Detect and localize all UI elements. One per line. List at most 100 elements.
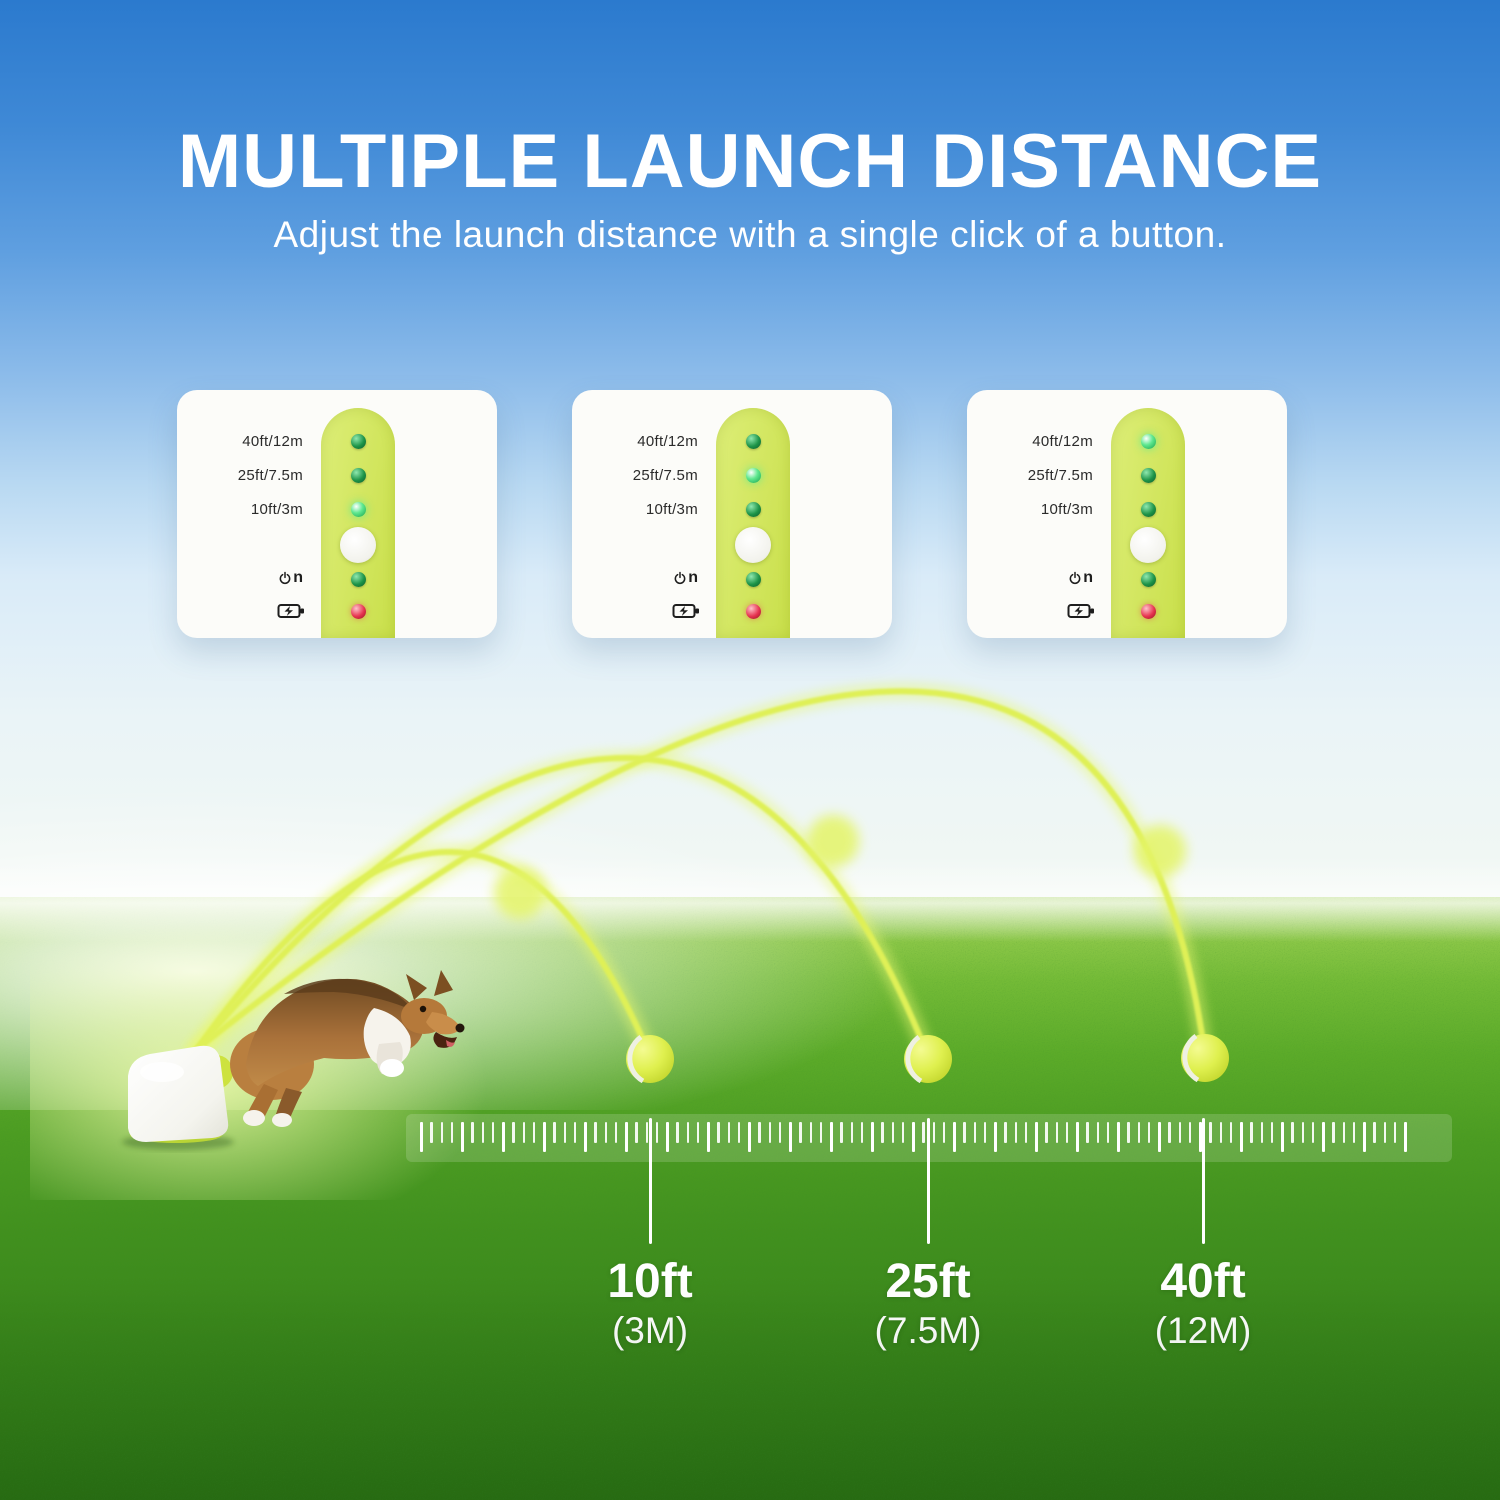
- ruler-tick: [461, 1122, 464, 1152]
- power-icon: [279, 571, 291, 585]
- ruler-tick: [1209, 1122, 1212, 1143]
- led-40ft: [351, 434, 366, 449]
- battery-icon: [277, 604, 304, 618]
- marker-metric: (7.5M): [838, 1310, 1018, 1352]
- panel-setting-40ft: 40ft/12m 25ft/7.5m 10ft/3m n: [967, 390, 1287, 638]
- ruler-tick: [1106, 1122, 1110, 1143]
- ruler-tick: [1219, 1122, 1222, 1143]
- ruler-tick: [871, 1122, 874, 1152]
- ruler-tick: [635, 1122, 638, 1143]
- dog-front-paw: [380, 1059, 404, 1077]
- ruler-tick: [748, 1122, 751, 1152]
- led-10ft: [746, 502, 761, 517]
- ruler-tick: [563, 1122, 566, 1143]
- ruler-tick: [737, 1122, 741, 1143]
- ruler-tick: [1024, 1122, 1028, 1143]
- ruler-tick: [655, 1122, 659, 1143]
- ruler-tick: [1065, 1122, 1069, 1143]
- jumping-dog-photo: [230, 970, 465, 1127]
- power-icon: [674, 571, 686, 585]
- ruler-tick: [1188, 1122, 1192, 1143]
- ruler-tick: [1270, 1122, 1274, 1143]
- ruler-tick: [543, 1122, 546, 1152]
- ruler-tick: [1332, 1122, 1335, 1143]
- led-10ft: [1141, 502, 1156, 517]
- ruler-tick: [1178, 1122, 1181, 1143]
- power-label: n: [1068, 569, 1093, 587]
- ruler-tick: [840, 1122, 843, 1143]
- marker-metric: (12M): [1113, 1310, 1293, 1352]
- ruler-tick: [594, 1122, 597, 1143]
- ruler-tick: [532, 1122, 536, 1143]
- ruler-tick: [645, 1122, 648, 1143]
- ruler-tick: [1342, 1122, 1345, 1143]
- ruler-tick: [717, 1122, 720, 1143]
- distance-label: 25ft/7.5m: [237, 467, 303, 484]
- ruler-tick: [778, 1122, 782, 1143]
- ruler-tick: [1291, 1122, 1294, 1143]
- launcher-highlight: [140, 1062, 184, 1082]
- led-battery: [746, 604, 761, 619]
- led-power: [746, 572, 761, 587]
- ruler-tick: [799, 1122, 802, 1143]
- ruler-tick: [942, 1122, 946, 1143]
- distance-label: 40ft/12m: [637, 433, 698, 450]
- ruler-tick: [1281, 1122, 1284, 1152]
- ruler-tick: [758, 1122, 761, 1143]
- ruler-tick: [1086, 1122, 1089, 1143]
- dog-rear-paw: [243, 1110, 265, 1126]
- dog-muzzle: [426, 1012, 461, 1035]
- distance-select-button: [340, 527, 376, 563]
- ruler-tick: [604, 1122, 607, 1143]
- dog-rear-leg: [248, 1084, 278, 1118]
- ruler-tick: [973, 1122, 976, 1143]
- ruler-tick: [1260, 1122, 1263, 1143]
- ruler-tick: [850, 1122, 853, 1143]
- ruler-tick: [1076, 1122, 1079, 1152]
- landed-ball-40ft: [1181, 1033, 1229, 1083]
- ruler-tick: [932, 1122, 935, 1143]
- ruler-tick: [1393, 1122, 1397, 1143]
- ruler-tick: [1158, 1122, 1161, 1152]
- battery-icon: [1067, 604, 1094, 618]
- ruler-tick: [830, 1122, 833, 1152]
- ball-launcher-device: [122, 1045, 234, 1150]
- trajectory-10ft: [192, 849, 653, 1059]
- marker-label: 10ft: [560, 1254, 740, 1309]
- ruler-tick: [1035, 1122, 1038, 1152]
- power-label: n: [673, 569, 698, 587]
- ruler-tick: [440, 1122, 443, 1143]
- ruler-tick: [686, 1122, 689, 1143]
- distance-label: 25ft/7.5m: [632, 467, 698, 484]
- ruler-tick: [891, 1122, 894, 1143]
- dog-back-fur: [284, 978, 412, 1010]
- ruler-tick: [1373, 1122, 1376, 1143]
- ruler-tick: [860, 1122, 864, 1143]
- led-25ft: [746, 468, 761, 483]
- ruler-tick: [1117, 1122, 1120, 1152]
- ruler-tick: [819, 1122, 823, 1143]
- ruler-tick: [1229, 1122, 1233, 1143]
- ruler-tick: [1168, 1122, 1171, 1143]
- launcher-body: [128, 1045, 229, 1142]
- distance-label: 40ft/12m: [242, 433, 303, 450]
- trajectory-25ft: [192, 755, 931, 1059]
- battery-indicator: [277, 603, 305, 619]
- ruler-tick: [420, 1122, 423, 1152]
- ruler-tick: [1137, 1122, 1140, 1143]
- ruler-tick: [491, 1122, 495, 1143]
- ruler-tick: [1199, 1122, 1202, 1152]
- marker-line: [926, 1118, 930, 1244]
- ruler-tick: [666, 1122, 669, 1152]
- ruler-tick: [1352, 1122, 1356, 1143]
- distance-label: 40ft/12m: [1032, 433, 1093, 450]
- marker-line: [648, 1118, 652, 1244]
- power-label-text: n: [1083, 569, 1093, 586]
- dog-ear: [406, 974, 427, 1000]
- ruler-tick: [1147, 1122, 1151, 1143]
- ruler-tick: [471, 1122, 474, 1143]
- distance-label: 10ft/3m: [250, 501, 303, 518]
- ruler-tick: [1404, 1122, 1407, 1152]
- midair-ball-10ft: [494, 867, 546, 919]
- ruler-tick: [1055, 1122, 1058, 1143]
